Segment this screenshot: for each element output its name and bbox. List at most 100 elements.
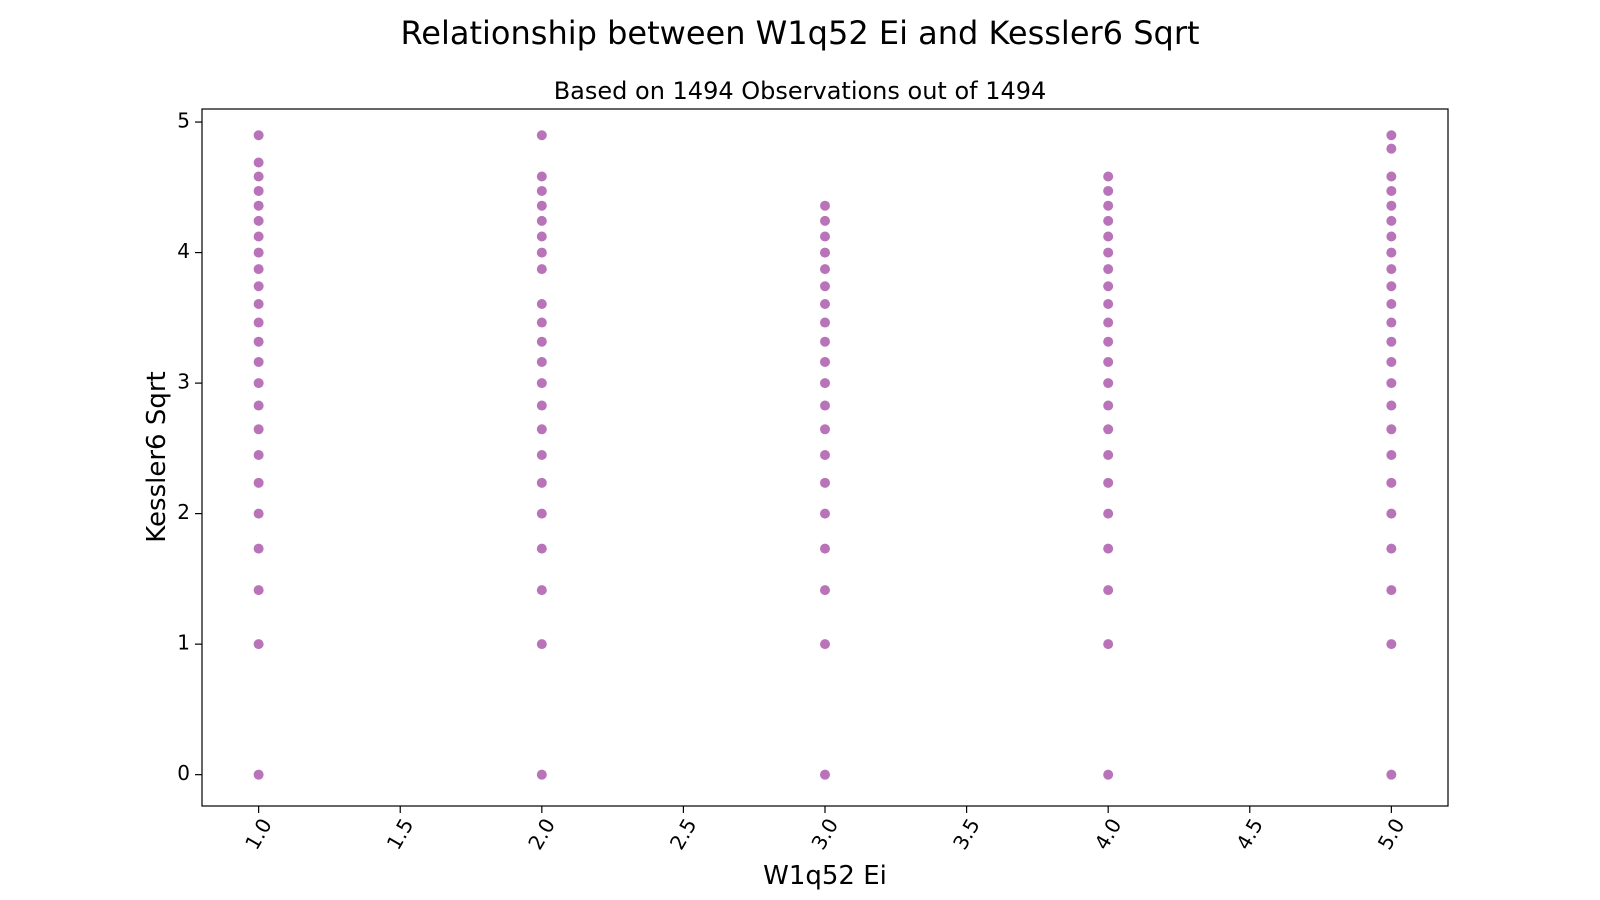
- x-axis-label: W1q52 Ei: [763, 861, 887, 891]
- data-point: [253, 171, 264, 182]
- data-point: [253, 264, 264, 275]
- data-point: [1386, 299, 1397, 309]
- data-point: [536, 247, 547, 258]
- data-point: [1386, 769, 1397, 780]
- x-tick-label: 1.5: [382, 814, 419, 854]
- x-tick-label: 5.0: [1373, 814, 1410, 854]
- data-point: [536, 299, 547, 309]
- data-point: [536, 585, 547, 596]
- data-point: [253, 200, 264, 211]
- x-tick-label: 2.0: [523, 814, 560, 854]
- data-point: [536, 378, 547, 389]
- data-point: [253, 400, 264, 411]
- data-point: [536, 769, 547, 780]
- data-point: [1103, 281, 1114, 292]
- data-point: [253, 281, 264, 292]
- data-point: [253, 769, 264, 780]
- data-point: [1386, 477, 1397, 488]
- data-point: [1103, 171, 1114, 182]
- data-point: [253, 543, 264, 554]
- data-point: [820, 231, 830, 242]
- y-tick-label: 5: [177, 109, 190, 133]
- data-point: [820, 215, 830, 226]
- data-point: [820, 424, 830, 435]
- data-point: [536, 356, 547, 367]
- data-point: [1103, 231, 1114, 242]
- data-point: [1386, 400, 1397, 411]
- data-point: [536, 639, 547, 650]
- x-tick-label: 4.0: [1090, 814, 1127, 854]
- data-point: [536, 200, 547, 211]
- data-point: [820, 543, 830, 554]
- data-point: [536, 450, 547, 461]
- x-tick-label: 2.5: [665, 814, 702, 854]
- data-point: [1386, 336, 1397, 347]
- data-point: [1103, 585, 1114, 596]
- data-point: [820, 585, 830, 596]
- data-point: [820, 200, 830, 211]
- data-point: [1103, 508, 1114, 519]
- data-point: [820, 264, 830, 275]
- data-point: [1386, 543, 1397, 554]
- data-point: [1386, 450, 1397, 461]
- y-tick-label: 0: [177, 761, 190, 785]
- data-point: [1103, 400, 1114, 411]
- x-tick-label: 3.0: [806, 814, 843, 854]
- data-points: [253, 130, 1397, 780]
- data-point: [253, 378, 264, 389]
- data-point: [1103, 424, 1114, 435]
- data-point: [536, 264, 547, 275]
- data-point: [820, 508, 830, 519]
- data-point: [1386, 215, 1397, 226]
- data-point: [820, 639, 830, 650]
- data-point: [1103, 215, 1114, 226]
- data-point: [536, 130, 547, 141]
- y-tick-label: 4: [177, 239, 190, 263]
- data-point: [253, 130, 264, 141]
- data-point: [820, 400, 830, 411]
- data-point: [536, 171, 547, 182]
- data-point: [820, 336, 830, 347]
- data-point: [253, 231, 264, 242]
- data-point: [1386, 185, 1397, 196]
- data-point: [1386, 281, 1397, 292]
- y-tick-label: 1: [177, 631, 190, 655]
- data-point: [536, 336, 547, 347]
- data-point: [1103, 543, 1114, 554]
- data-point: [253, 247, 264, 258]
- data-point: [820, 247, 830, 258]
- y-tick-label: 2: [177, 500, 190, 524]
- x-tick-label: 4.5: [1231, 814, 1268, 854]
- data-point: [253, 477, 264, 488]
- data-point: [820, 299, 830, 309]
- x-tick-label: 1.0: [240, 814, 277, 854]
- chart-title: Relationship between W1q52 Ei and Kessle…: [400, 14, 1199, 52]
- data-point: [820, 477, 830, 488]
- data-point: [253, 299, 264, 309]
- data-point: [536, 543, 547, 554]
- data-point: [253, 356, 264, 367]
- data-point: [536, 508, 547, 519]
- data-point: [253, 215, 264, 226]
- data-point: [253, 508, 264, 519]
- data-point: [1103, 247, 1114, 258]
- data-point: [253, 585, 264, 596]
- y-tick-label: 3: [177, 370, 190, 394]
- data-point: [1386, 356, 1397, 367]
- data-point: [1386, 317, 1397, 328]
- data-point: [253, 336, 264, 347]
- data-point: [536, 400, 547, 411]
- data-point: [1103, 264, 1114, 275]
- data-point: [1103, 185, 1114, 196]
- data-point: [536, 317, 547, 328]
- data-point: [1103, 378, 1114, 389]
- data-point: [1386, 378, 1397, 389]
- data-point: [536, 231, 547, 242]
- y-axis-label: Kessler6 Sqrt: [142, 371, 172, 542]
- data-point: [820, 378, 830, 389]
- data-point: [1103, 639, 1114, 650]
- x-tick-label: 3.5: [948, 814, 985, 854]
- data-point: [253, 450, 264, 461]
- data-point: [1103, 450, 1114, 461]
